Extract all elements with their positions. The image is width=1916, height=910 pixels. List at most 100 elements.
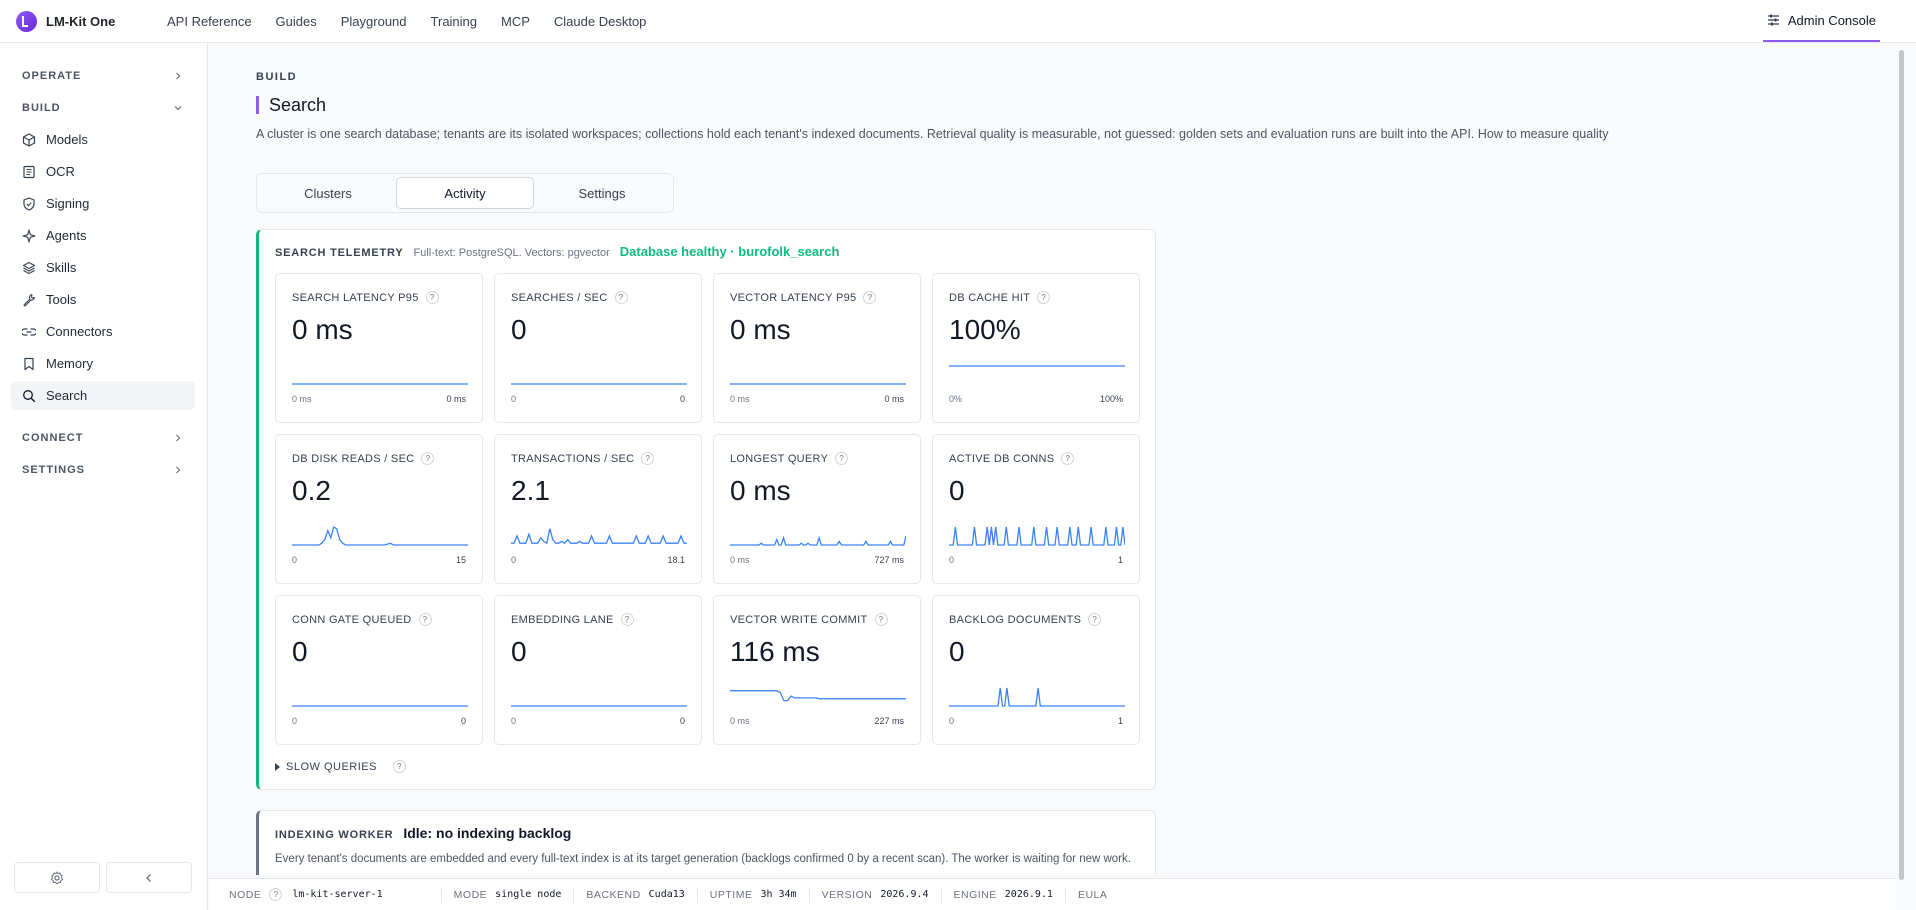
sidebar-section-operate[interactable]: OPERATE bbox=[22, 70, 182, 82]
help-icon[interactable]: ? bbox=[874, 613, 888, 626]
version-value: 2026.9.4 bbox=[880, 889, 929, 900]
divider bbox=[808, 886, 810, 903]
admin-console-label: Admin Console bbox=[1787, 12, 1876, 28]
tab-activity[interactable]: Activity bbox=[396, 177, 534, 209]
sidebar-section-connect[interactable]: CONNECT bbox=[22, 432, 182, 444]
sidebar-item-label: Agents bbox=[46, 228, 87, 243]
metric-card: EMBEDDING LANE? 0 0 0 bbox=[494, 595, 702, 745]
sidebar-item-label: OCR bbox=[46, 164, 75, 179]
sidebar-item-agents[interactable]: Agents bbox=[11, 221, 195, 250]
sidebar-item-skills[interactable]: Skills bbox=[11, 253, 195, 282]
metric-label-text: LONGEST QUERY bbox=[730, 452, 829, 465]
sparkline-series bbox=[949, 687, 1125, 707]
sidebar-item-memory[interactable]: Memory bbox=[11, 349, 195, 378]
nav-guides[interactable]: Guides bbox=[275, 13, 317, 29]
help-icon[interactable]: ? bbox=[835, 452, 849, 465]
bookmark-icon bbox=[24, 357, 34, 370]
chevron-right-icon bbox=[176, 466, 181, 474]
sidebar-section-label: CONNECT bbox=[22, 432, 84, 444]
eula-link[interactable]: EULA bbox=[1077, 888, 1108, 901]
sparkline-series bbox=[730, 690, 906, 702]
collapse-sidebar-button[interactable] bbox=[106, 862, 192, 893]
metric-max: 18.1 bbox=[667, 555, 685, 565]
uptime-label: UPTIME bbox=[709, 888, 753, 901]
shield-icon bbox=[23, 196, 35, 211]
metric-min: 0 ms bbox=[730, 555, 750, 565]
help-icon[interactable]: ? bbox=[614, 291, 628, 304]
metric-label-text: BACKLOG DOCUMENTS bbox=[949, 613, 1082, 626]
brand-name: LM-Kit One bbox=[46, 13, 116, 29]
metric-card: VECTOR LATENCY P95? 0 ms 0 ms 0 ms bbox=[713, 273, 921, 423]
sidebar-item-search[interactable]: Search bbox=[11, 381, 195, 410]
sidebar-item-label: Search bbox=[46, 388, 88, 403]
nav-training[interactable]: Training bbox=[430, 13, 478, 29]
metric-min: 0% bbox=[949, 394, 963, 404]
metric-label-text: SEARCH LATENCY P95 bbox=[292, 291, 419, 304]
help-icon[interactable]: ? bbox=[421, 452, 435, 465]
sidebar-item-ocr[interactable]: OCR bbox=[11, 157, 195, 186]
wrench-icon bbox=[23, 293, 36, 307]
metric-label-text: VECTOR WRITE COMMIT bbox=[730, 613, 868, 626]
metric-label-text: DB CACHE HIT bbox=[949, 291, 1031, 304]
slow-queries-toggle[interactable]: SLOW QUERIES ? bbox=[275, 760, 406, 773]
metric-value: 0 ms bbox=[730, 475, 791, 506]
metric-label: VECTOR LATENCY P95? bbox=[730, 291, 877, 304]
help-icon[interactable]: ? bbox=[1088, 613, 1102, 626]
mode-value: single node bbox=[495, 889, 562, 900]
metric-value: 0 bbox=[511, 636, 527, 667]
help-icon[interactable]: ? bbox=[269, 888, 283, 901]
help-icon[interactable]: ? bbox=[863, 291, 877, 304]
sidebar-item-connectors[interactable]: Connectors bbox=[11, 317, 195, 346]
brand[interactable]: LM-Kit One bbox=[0, 10, 140, 32]
metric-label-text: VECTOR LATENCY P95 bbox=[730, 291, 857, 304]
help-icon[interactable]: ? bbox=[392, 760, 406, 773]
search-icon bbox=[23, 389, 36, 402]
help-icon[interactable]: ? bbox=[1061, 452, 1075, 465]
sidebar-item-tools[interactable]: Tools bbox=[11, 285, 195, 314]
status-bar: NODE ? lm-kit-server-1 MODE single node … bbox=[209, 878, 1896, 910]
help-icon[interactable]: ? bbox=[1037, 291, 1051, 304]
help-icon[interactable]: ? bbox=[641, 452, 655, 465]
sidebar-item-label: Memory bbox=[46, 356, 93, 371]
nav-playground[interactable]: Playground bbox=[340, 13, 407, 29]
settings-button[interactable] bbox=[14, 862, 100, 893]
sidebar-section-build[interactable]: BUILD bbox=[22, 102, 182, 114]
help-icon[interactable]: ? bbox=[418, 613, 432, 626]
metric-label: EMBEDDING LANE? bbox=[511, 613, 634, 626]
engine-value: 2026.9.1 bbox=[1004, 889, 1053, 900]
nav-claude-desktop[interactable]: Claude Desktop bbox=[553, 13, 647, 29]
scrollbar-thumb[interactable] bbox=[1899, 50, 1904, 880]
version-label: VERSION bbox=[821, 888, 873, 901]
chevron-right-icon bbox=[176, 72, 181, 80]
metric-label: LONGEST QUERY? bbox=[730, 452, 849, 465]
sidebar-item-models[interactable]: Models bbox=[11, 125, 195, 154]
sparkline bbox=[511, 705, 687, 707]
metric-max: 1 bbox=[1117, 716, 1123, 726]
metric-max: 0 bbox=[460, 716, 466, 726]
tab-settings[interactable]: Settings bbox=[578, 185, 626, 201]
uptime-value: 3h 34m bbox=[760, 889, 797, 900]
layers-icon bbox=[22, 261, 36, 274]
gear-icon bbox=[50, 871, 64, 884]
sliders-icon bbox=[1767, 14, 1779, 26]
metric-card: DB CACHE HIT? 100% 0% 100% bbox=[932, 273, 1140, 423]
sidebar-section-settings[interactable]: SETTINGS bbox=[22, 464, 182, 476]
metric-label-text: EMBEDDING LANE bbox=[511, 613, 614, 626]
metric-value: 2.1 bbox=[511, 475, 550, 506]
sidebar-item-signing[interactable]: Signing bbox=[11, 189, 195, 218]
help-icon[interactable]: ? bbox=[425, 291, 439, 304]
divider bbox=[440, 886, 442, 903]
metric-label: SEARCH LATENCY P95? bbox=[292, 291, 439, 304]
tab-clusters[interactable]: Clusters bbox=[304, 185, 352, 201]
nav-api-reference[interactable]: API Reference bbox=[167, 13, 252, 29]
nav-mcp[interactable]: MCP bbox=[501, 13, 530, 29]
metric-max: 227 ms bbox=[874, 716, 904, 726]
metric-value: 0 bbox=[949, 636, 965, 667]
metric-min: 0 bbox=[292, 555, 298, 565]
help-icon[interactable]: ? bbox=[620, 613, 634, 626]
sparkline bbox=[292, 383, 468, 385]
brand-logo-icon bbox=[16, 10, 37, 32]
link-icon bbox=[22, 327, 36, 336]
metric-card: CONN GATE QUEUED? 0 0 0 bbox=[275, 595, 483, 745]
admin-console-button[interactable]: Admin Console bbox=[1762, 0, 1880, 42]
